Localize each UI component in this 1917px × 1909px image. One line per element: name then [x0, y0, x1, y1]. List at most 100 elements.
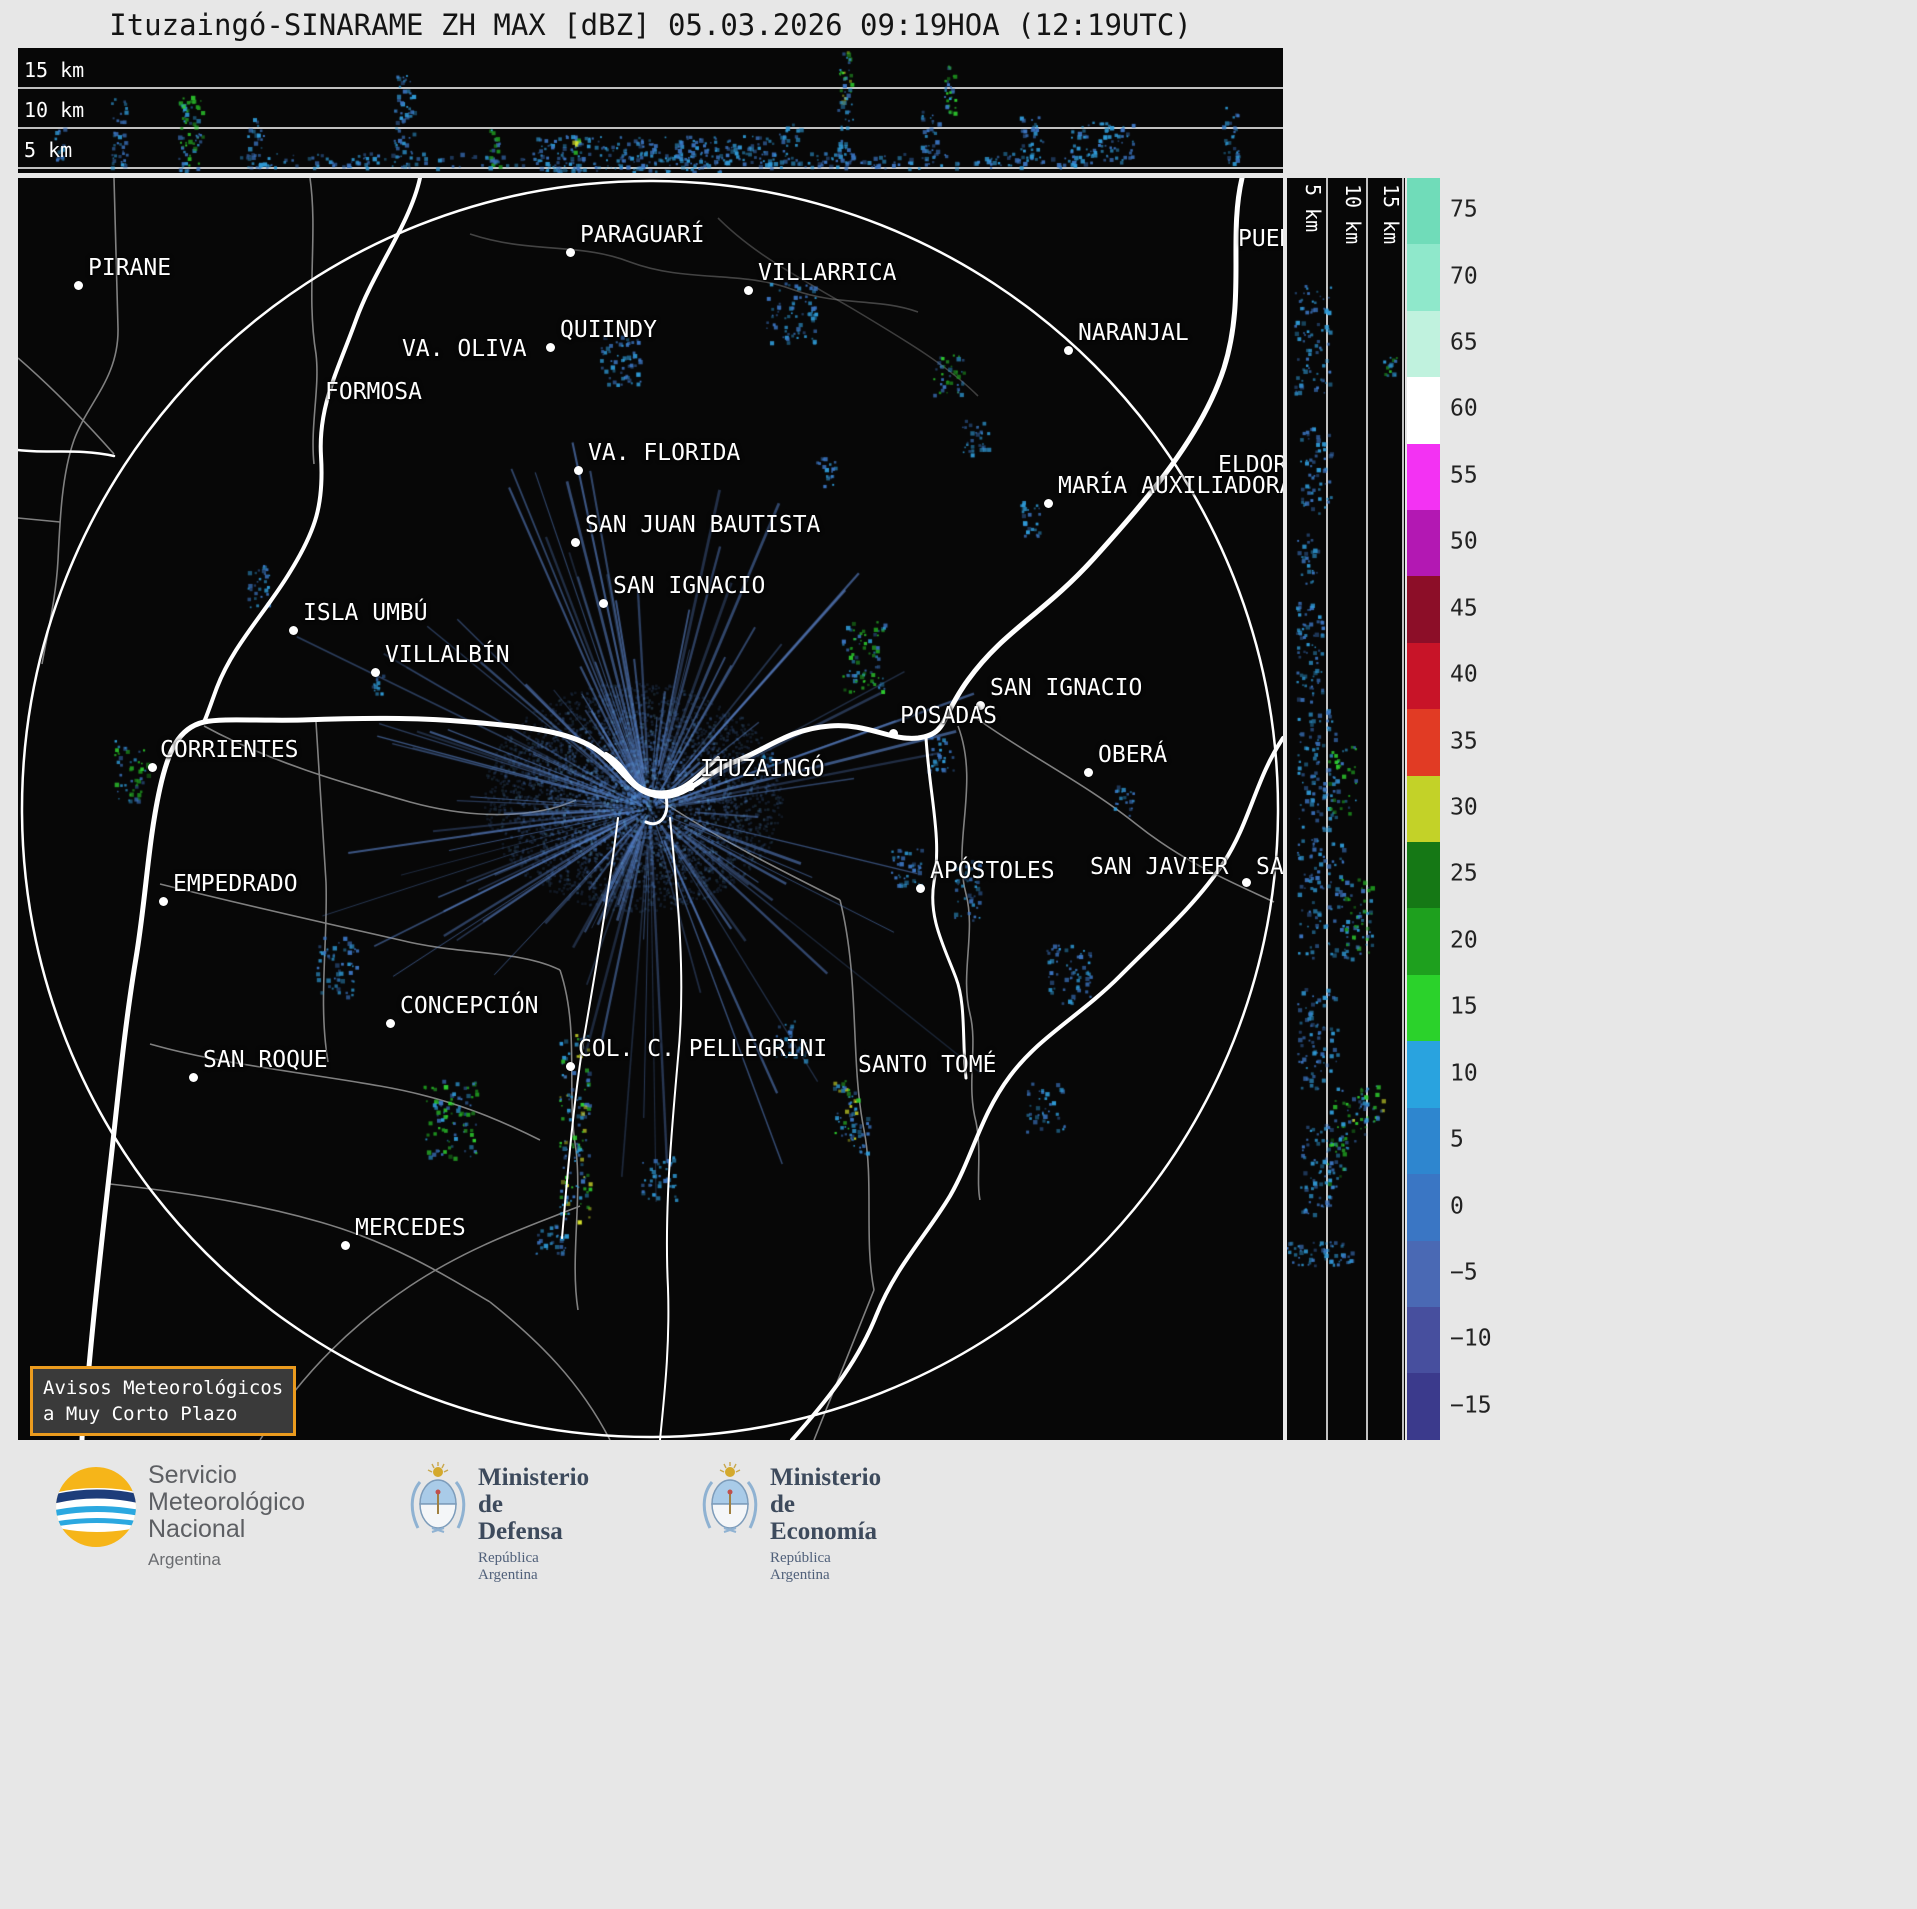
argentina-coat-of-arms-icon — [410, 1462, 466, 1533]
colorbar-segment — [1407, 377, 1440, 444]
city-label: SAR — [1256, 854, 1283, 880]
colorbar-segment — [1407, 842, 1440, 909]
economia-line-2: de Economía — [770, 1491, 877, 1545]
city-label: SAN ROQUE — [203, 1047, 328, 1073]
smn-wordmark: Servicio Meteorológico Nacional Argentin… — [148, 1462, 305, 1573]
radar-echoes-canvas — [18, 178, 1283, 1440]
city-dot — [159, 897, 168, 906]
page-title: Ituzaingó-SINARAME ZH MAX [dBZ] 05.03.20… — [109, 8, 1192, 42]
colorbar-tick-label: −15 — [1450, 1392, 1492, 1419]
city-dot — [371, 668, 380, 677]
city-dot — [1084, 768, 1093, 777]
colorbar-tick-label: −10 — [1450, 1326, 1492, 1353]
height-label-10km: 10 km — [24, 98, 85, 122]
smn-line-1: Servicio — [148, 1461, 237, 1489]
colorbar-segment — [1407, 1240, 1440, 1307]
colorbar-segment — [1407, 908, 1440, 975]
city-dot — [916, 884, 925, 893]
colorbar-tick-label: 55 — [1450, 462, 1478, 489]
colorbar-segment — [1407, 1107, 1440, 1175]
city-dot — [74, 281, 83, 290]
smn-line-2: Meteorológico — [148, 1488, 306, 1516]
colorbar-segment — [1407, 974, 1440, 1042]
city-label: COL. C. PELLEGRINI — [578, 1036, 828, 1062]
advisory-box: Avisos Meteorológicos a Muy Corto Plazo — [30, 1366, 297, 1436]
city-dot — [546, 343, 555, 352]
city-dot — [574, 466, 583, 475]
city-label: VA. OLIVA — [402, 336, 527, 362]
city-label: APÓSTOLES — [930, 858, 1055, 884]
city-label: SAN JAVIER — [1090, 854, 1229, 880]
top-cross-section-echoes-canvas — [18, 48, 1283, 173]
advisory-line-1: Avisos Meteorológicos — [43, 1377, 284, 1399]
city-label: PARAGUARÍ — [580, 222, 705, 248]
colorbar-tick-label: 35 — [1450, 728, 1478, 755]
colorbar-segment — [1407, 576, 1440, 643]
colorbar-segment — [1407, 244, 1440, 311]
colorbar-segment — [1407, 510, 1440, 577]
height-label-5km-right: 5 km — [1301, 184, 1325, 233]
colorbar-tick-label: 30 — [1450, 794, 1478, 821]
colorbar-tick-label: 70 — [1450, 263, 1478, 290]
colorbar-tick-label: 20 — [1450, 927, 1478, 954]
colorbar-tick-label: 65 — [1450, 329, 1478, 356]
colorbar-segment — [1407, 310, 1440, 378]
city-dot — [566, 248, 575, 257]
colorbar-segment — [1407, 709, 1440, 776]
city-dot — [148, 763, 157, 772]
colorbar-segment — [1407, 642, 1440, 710]
city-label: OBERÁ — [1098, 742, 1168, 768]
city-dot — [566, 1062, 575, 1071]
colorbar-tick-label: 10 — [1450, 1060, 1478, 1087]
colorbar-tick-label: 75 — [1450, 196, 1478, 223]
ministry-defensa-wordmark: Ministerio de Defensa República Argentin… — [478, 1464, 589, 1584]
advisory-line-2: a Muy Corto Plazo — [43, 1403, 238, 1425]
economia-line-1: Ministerio — [770, 1464, 882, 1491]
colorbar-segment — [1407, 1373, 1440, 1440]
colorbar-tick-label: 5 — [1450, 1126, 1464, 1153]
map-rivers-layer — [18, 178, 1283, 1440]
city-dot — [744, 286, 753, 295]
city-dot — [1044, 499, 1053, 508]
colorbar-segment — [1407, 443, 1440, 511]
economia-sub: República Argentina — [770, 1550, 831, 1583]
city-dot — [1242, 878, 1251, 887]
colorbar-tick-label: 25 — [1450, 861, 1478, 888]
city-label: ISLA UMBÚ — [303, 600, 428, 626]
city-dot — [889, 729, 898, 738]
smn-line-3: Nacional — [148, 1515, 246, 1543]
city-label: SAN JUAN BAUTISTA — [585, 512, 821, 538]
right-cross-section-panel: 5 km 10 km 15 km — [1287, 178, 1405, 1440]
right-cross-section-echoes-canvas — [1287, 178, 1405, 1440]
city-label: SAN IGNACIO — [613, 573, 766, 599]
colorbar-segment — [1407, 1041, 1440, 1108]
height-label-5km: 5 km — [24, 138, 73, 162]
colorbar-tick-label: 45 — [1450, 595, 1478, 622]
city-dot — [289, 626, 298, 635]
city-label: PUERTO RICO — [1238, 226, 1283, 252]
city-label: FORMOSA — [325, 379, 422, 405]
city-label: MERCEDES — [355, 1215, 466, 1241]
city-label: EMPEDRADO — [173, 871, 298, 897]
colorbar-tick-label: 60 — [1450, 396, 1478, 423]
city-label: SANTO TOMÉ — [858, 1052, 997, 1078]
city-label: VILLALBÍN — [385, 642, 510, 668]
colorbar-segment — [1407, 178, 1440, 245]
city-label: QUIINDY — [560, 317, 657, 343]
city-dot — [976, 701, 985, 710]
footer: Servicio Meteorológico Nacional Argentin… — [0, 1448, 1917, 1909]
colorbar-tick-label: 15 — [1450, 993, 1478, 1020]
ministry-economia-wordmark: Ministerio de Economía República Argenti… — [770, 1464, 881, 1584]
defensa-line-2: de Defensa — [478, 1491, 563, 1545]
city-dot — [341, 1241, 350, 1250]
colorbar — [1407, 178, 1440, 1440]
city-label: POSADAS — [900, 703, 997, 729]
city-dot — [571, 538, 580, 547]
city-dot — [686, 782, 695, 791]
colorbar-tick-label: 50 — [1450, 529, 1478, 556]
colorbar-tick-label: 0 — [1450, 1193, 1464, 1220]
city-label: PIRANE — [88, 255, 172, 281]
city-dot — [189, 1073, 198, 1082]
height-label-15km-right: 15 km — [1379, 184, 1403, 245]
range-ring — [20, 179, 1280, 1439]
